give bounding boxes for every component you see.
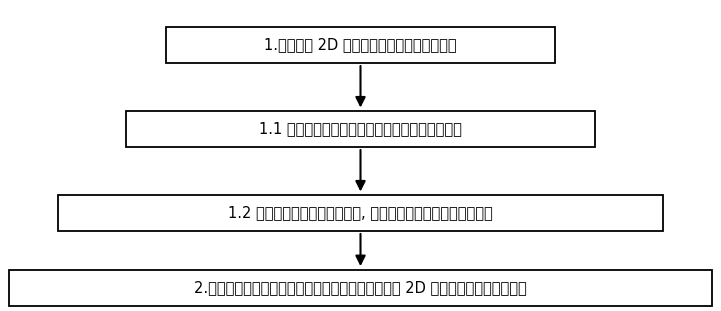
Text: 1.建立等价 2D 切换离散系统的状态空间模型: 1.建立等价 2D 切换离散系统的状态空间模型	[264, 38, 457, 53]
Text: 1.2 构建注塑过程二维增广模型, 进而再现切换系统状态空间模型: 1.2 构建注塑过程二维增广模型, 进而再现切换系统状态空间模型	[228, 206, 493, 220]
Bar	[166, 27, 555, 63]
Bar	[9, 270, 712, 305]
Text: 2.根据不同阶段，设计相应的具有拓展信息的抗干扰 2D 控制器，求解出切换时间: 2.根据不同阶段，设计相应的具有拓展信息的抗干扰 2D 控制器，求解出切换时间	[194, 280, 527, 295]
Text: 1.1 将注塑成型过程用典型的多阶段间歇过程表示: 1.1 将注塑成型过程用典型的多阶段间歇过程表示	[259, 122, 462, 137]
Bar	[126, 111, 595, 147]
Bar	[58, 195, 663, 231]
